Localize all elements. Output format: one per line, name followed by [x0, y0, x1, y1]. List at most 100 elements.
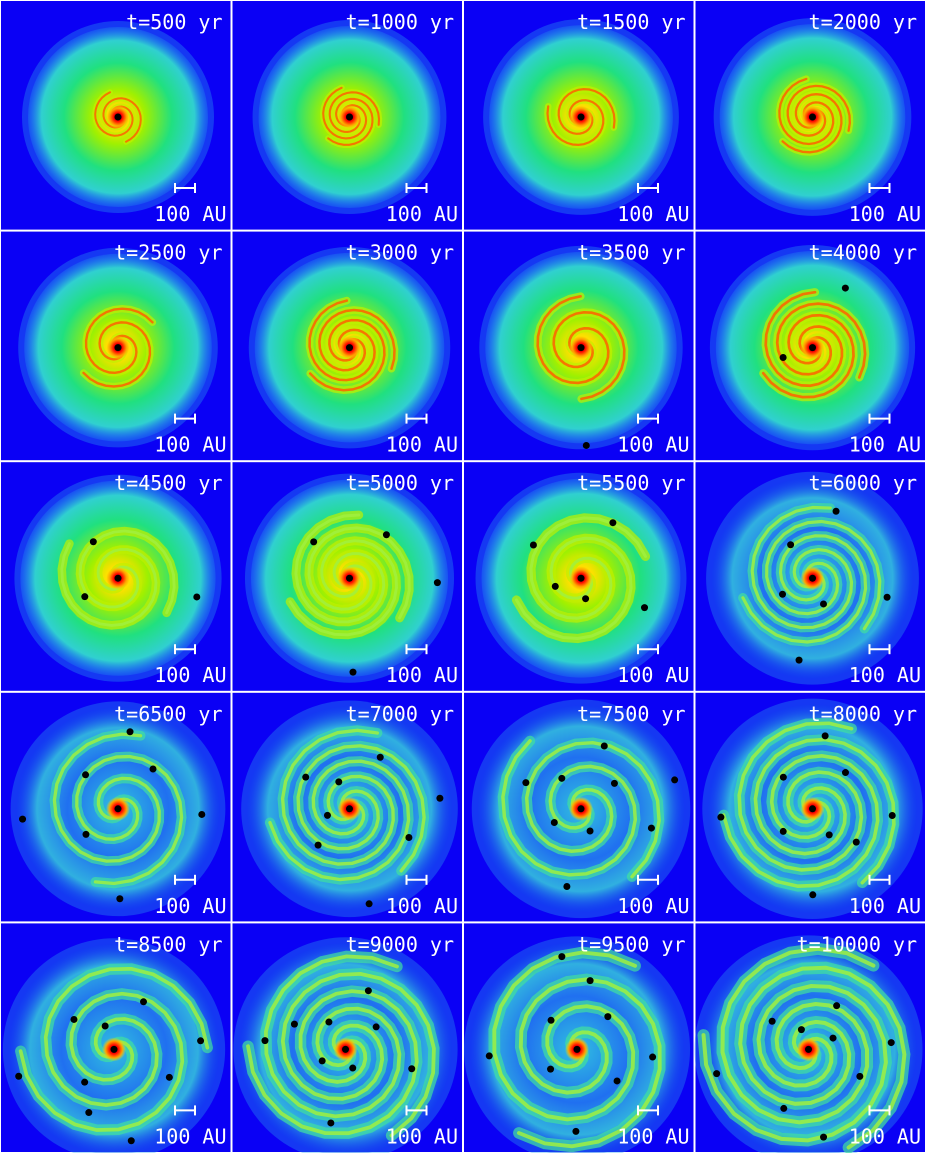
panel: t=4000 yr 100 AU: [695, 231, 925, 461]
fragment: [310, 538, 318, 546]
scale-label: 100 AU: [849, 433, 921, 457]
fragment: [349, 1064, 357, 1072]
fragment: [820, 1133, 828, 1141]
fragment: [586, 977, 594, 985]
fragment: [829, 1034, 837, 1042]
fragment: [349, 668, 357, 676]
fragment: [768, 1017, 776, 1025]
central-star: [809, 805, 816, 813]
panel: t=2500 yr 100 AU: [1, 231, 231, 461]
central-star: [573, 1045, 581, 1053]
fragment: [372, 1023, 380, 1031]
fragment: [19, 815, 27, 823]
scale-label: 100 AU: [386, 433, 458, 457]
central-star: [346, 344, 353, 352]
spiral-arm: [318, 308, 396, 372]
fragment: [547, 1016, 555, 1024]
scale-label: 100 AU: [386, 894, 458, 918]
scale-label: 100 AU: [154, 894, 226, 918]
time-label: t=2500 yr: [114, 241, 222, 265]
fragment: [197, 1037, 205, 1045]
scale-label: 100 AU: [154, 433, 226, 457]
fragment: [713, 1070, 721, 1078]
fragment: [671, 776, 679, 784]
fragment: [70, 1015, 78, 1023]
central-star: [577, 805, 585, 813]
fragment: [529, 541, 537, 549]
central-star: [346, 805, 353, 813]
fragment: [795, 656, 803, 664]
time-label: t=9500 yr: [577, 932, 685, 956]
time-label: t=3500 yr: [577, 241, 685, 265]
scale-label: 100 AU: [849, 894, 921, 918]
time-label: t=8500 yr: [114, 932, 222, 956]
fragment: [610, 779, 618, 787]
spiral-arm: [52, 732, 161, 863]
fragment: [883, 593, 891, 601]
fragment: [572, 1127, 580, 1135]
scale-label: 100 AU: [386, 663, 458, 687]
scale-label: 100 AU: [617, 1124, 689, 1148]
spiral-arm: [280, 728, 395, 866]
fragment: [365, 900, 373, 908]
time-label: t=2000 yr: [809, 10, 917, 34]
central-star: [114, 344, 122, 352]
panel: t=8000 yr 100 AU: [695, 692, 925, 922]
spiral-arm: [492, 950, 638, 1122]
fragment: [647, 824, 655, 832]
fragment: [140, 998, 148, 1006]
fragment: [522, 779, 530, 787]
spiral-arm: [501, 739, 638, 877]
fragment: [193, 593, 201, 601]
fragment: [314, 841, 322, 849]
scale-label: 100 AU: [154, 1124, 226, 1148]
fragment: [582, 595, 590, 603]
spiral-arm: [765, 519, 882, 631]
spiral-arm: [60, 542, 158, 627]
fragment: [81, 1078, 89, 1086]
panel: t=4500 yr 100 AU: [1, 462, 231, 691]
central-star: [809, 344, 816, 352]
fragment: [382, 531, 390, 539]
spiral-arm: [263, 954, 402, 1119]
fragment: [717, 813, 725, 821]
fragment: [149, 765, 157, 773]
fragment: [89, 538, 97, 546]
time-label: t=1500 yr: [577, 10, 685, 34]
spiral-arm: [761, 313, 855, 399]
fragment: [81, 593, 89, 601]
central-star: [577, 574, 585, 582]
spiral-arm: [308, 299, 376, 382]
fragment: [787, 541, 795, 549]
fragment: [825, 831, 833, 839]
spiral-arm: [78, 529, 176, 615]
fragment: [641, 604, 649, 612]
time-label: t=6500 yr: [114, 702, 222, 726]
spiral-arm: [524, 740, 661, 879]
scale-label: 100 AU: [154, 663, 226, 687]
fragment: [290, 1020, 298, 1028]
scale-label: 100 AU: [849, 1124, 921, 1148]
spiral-arm: [750, 505, 854, 630]
panel: t=1500 yr 100 AU: [464, 1, 694, 230]
time-label: t=9000 yr: [346, 932, 454, 956]
scale-label: 100 AU: [617, 663, 689, 687]
time-label: t=1000 yr: [346, 10, 454, 34]
central-star: [110, 1045, 118, 1053]
spiral-arm: [737, 721, 864, 872]
central-star: [577, 113, 585, 121]
fragment: [779, 827, 787, 835]
fragment: [613, 1077, 621, 1085]
fragment: [82, 771, 90, 779]
fragment: [558, 774, 566, 782]
fragment: [408, 1065, 416, 1073]
spiral-arm: [516, 977, 662, 1149]
fragment: [551, 582, 559, 590]
time-label: t=500 yr: [126, 10, 222, 34]
time-label: t=5000 yr: [346, 471, 454, 495]
fragment: [779, 353, 787, 361]
panel: t=500 yr 100 AU: [1, 1, 231, 230]
fragment: [841, 284, 849, 292]
spiral-arm: [764, 290, 844, 388]
fragment: [841, 769, 849, 777]
